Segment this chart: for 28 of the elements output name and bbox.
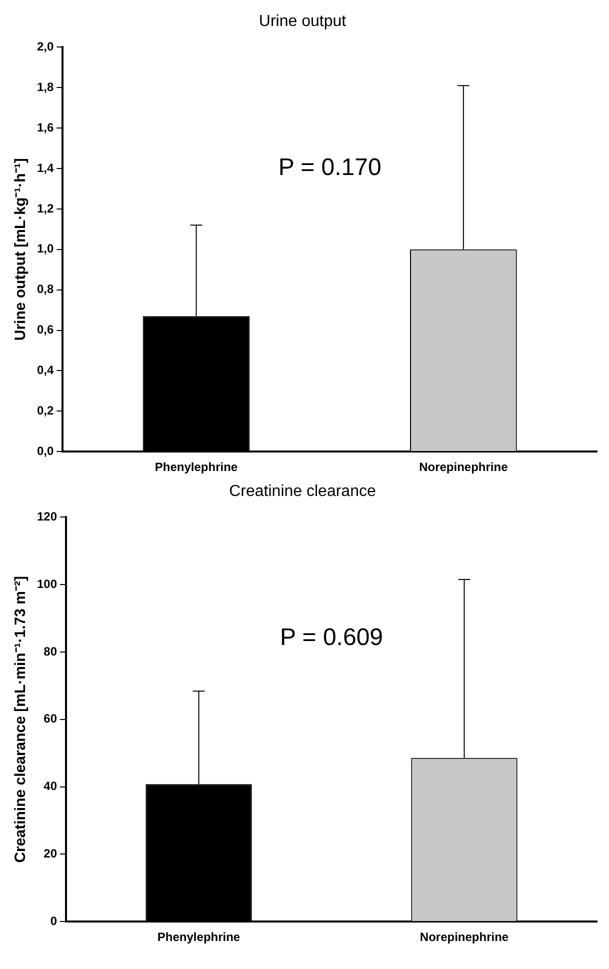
y-tick-label: 1,4 <box>36 160 54 175</box>
y-tick-label: 80 <box>44 644 58 658</box>
y-tick-label: 0,0 <box>36 444 54 458</box>
y-tick-label: 1,2 <box>36 201 54 216</box>
y-tick-label: 0 <box>50 914 58 928</box>
chart-title: Creatinine clearance <box>229 483 376 500</box>
y-tick-label: 1,8 <box>36 80 54 94</box>
y-tick-label: 0,8 <box>36 282 54 296</box>
x-tick-label: Norepinephrine <box>419 460 508 474</box>
x-tick-label: Phenylephrine <box>154 460 238 474</box>
y-axis-title: Urine output [mL·kg⁻¹·h⁻¹] <box>12 158 30 341</box>
y-tick-label: 120 <box>36 510 58 524</box>
y-tick-label: 20 <box>44 846 58 861</box>
y-tick-label: 0,4 <box>36 363 54 378</box>
y-tick-label: 0,6 <box>36 322 54 337</box>
x-tick-label: Phenylephrine <box>157 930 240 944</box>
y-tick-label: 100 <box>36 576 58 591</box>
annotation: P = 0.170 <box>278 154 382 182</box>
x-tick-label: Norepinephrine <box>420 930 509 944</box>
y-tick-label: 1,0 <box>36 242 54 256</box>
y-tick-label: 0,2 <box>36 403 54 418</box>
chart-title: Urine output <box>258 13 347 30</box>
y-tick-label: 60 <box>44 712 58 726</box>
y-axis-title: Creatinine clearance [mL·min⁻¹·1.73 m⁻²] <box>12 576 30 863</box>
y-tick-label: 2,0 <box>36 40 54 54</box>
y-tick-label: 1,6 <box>36 120 54 134</box>
y-tick-label: 40 <box>44 779 58 794</box>
annotation: P = 0.609 <box>280 624 384 652</box>
